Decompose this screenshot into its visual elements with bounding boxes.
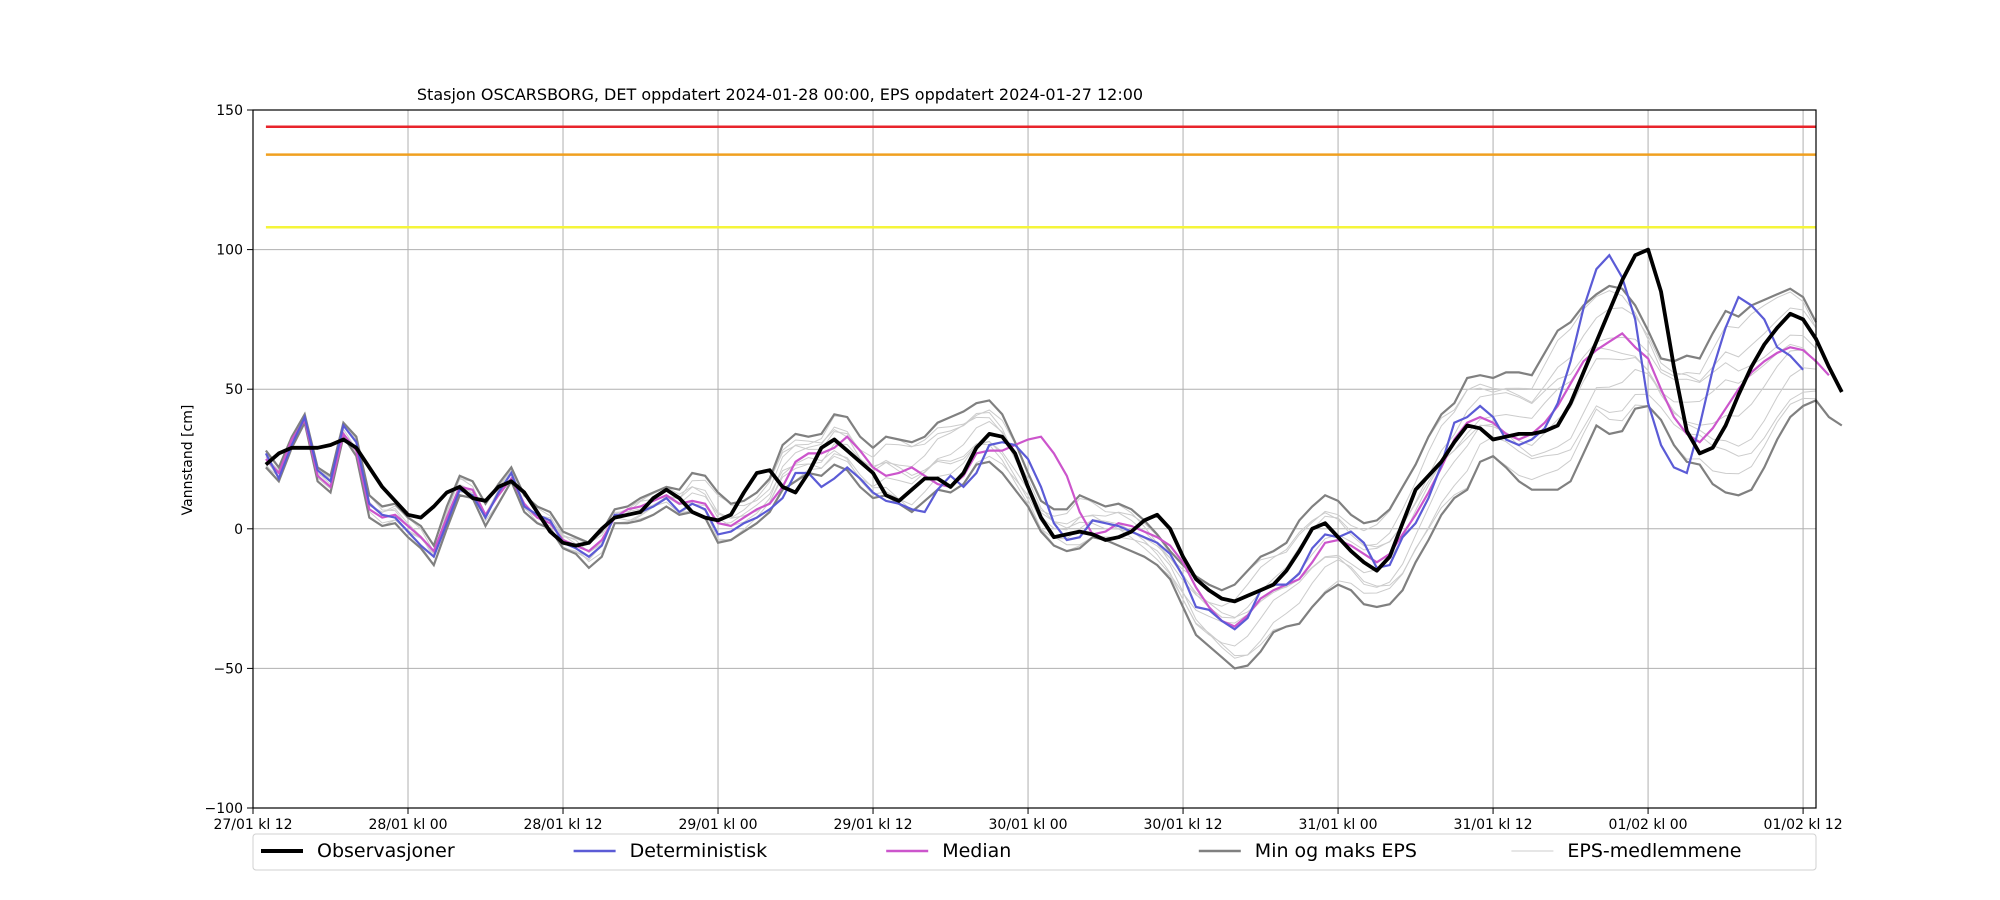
legend: Observasjoner Deterministisk Median Min og …: [252, 833, 1817, 871]
x-tick-label: 01/02 kl 12: [1764, 817, 1843, 833]
series-lines: [264, 247, 1844, 670]
x-tick-label: 27/01 kl 12: [213, 817, 292, 833]
y-tick-label: −50: [213, 661, 243, 677]
plot-frame: [252, 109, 1817, 809]
x-tick-label: 28/01 kl 00: [368, 817, 447, 833]
deterministic-line: [264, 253, 1804, 631]
x-tick-label: 30/01 kl 00: [989, 817, 1068, 833]
eps-member-line: [265, 307, 1817, 607]
y-tick-label: 0: [234, 522, 243, 538]
y-tick-label: 150: [216, 103, 243, 119]
legend-label: EPS-medlemmene: [1567, 840, 1741, 862]
min-eps-line: [265, 399, 1843, 670]
threshold-lines: [265, 125, 1816, 229]
x-tick-label: 30/01 kl 12: [1144, 817, 1223, 833]
x-tick-label: 01/02 kl 00: [1609, 817, 1688, 833]
legend-label: Deterministisk: [630, 840, 768, 862]
y-axis-ticks: −100 −50 0 50 100 150: [205, 103, 253, 817]
legend-label: Median: [942, 840, 1011, 862]
legend-label: Min og maks EPS: [1255, 840, 1417, 862]
x-tick-label: 29/01 kl 12: [834, 817, 913, 833]
y-tick-label: 100: [216, 243, 243, 259]
eps-member-line: [265, 334, 1817, 619]
x-tick-label: 31/01 kl 00: [1299, 817, 1378, 833]
y-tick-label: 50: [225, 382, 243, 398]
x-axis-ticks: 27/01 kl 12 28/01 kl 00 28/01 kl 12 29/01 k…: [213, 808, 1843, 833]
x-tick-label: 28/01 kl 12: [523, 817, 602, 833]
observations-line: [264, 247, 1844, 604]
x-tick-label: 29/01 kl 00: [678, 817, 757, 833]
y-axis-label: Vannstand [cm]: [180, 405, 196, 516]
median-line: [265, 331, 1830, 628]
legend-label: Observasjoner: [317, 840, 455, 862]
y-tick-label: −100: [205, 801, 243, 817]
x-tick-label: 31/01 kl 12: [1454, 817, 1533, 833]
eps-members: [265, 290, 1817, 659]
legend-frame: [252, 833, 1817, 871]
chart-title: Stasjon OSCARSBORG, DET oppdatert 2024-0…: [417, 85, 1143, 104]
eps-member-line: [265, 343, 1817, 618]
eps-member-line: [265, 390, 1817, 659]
